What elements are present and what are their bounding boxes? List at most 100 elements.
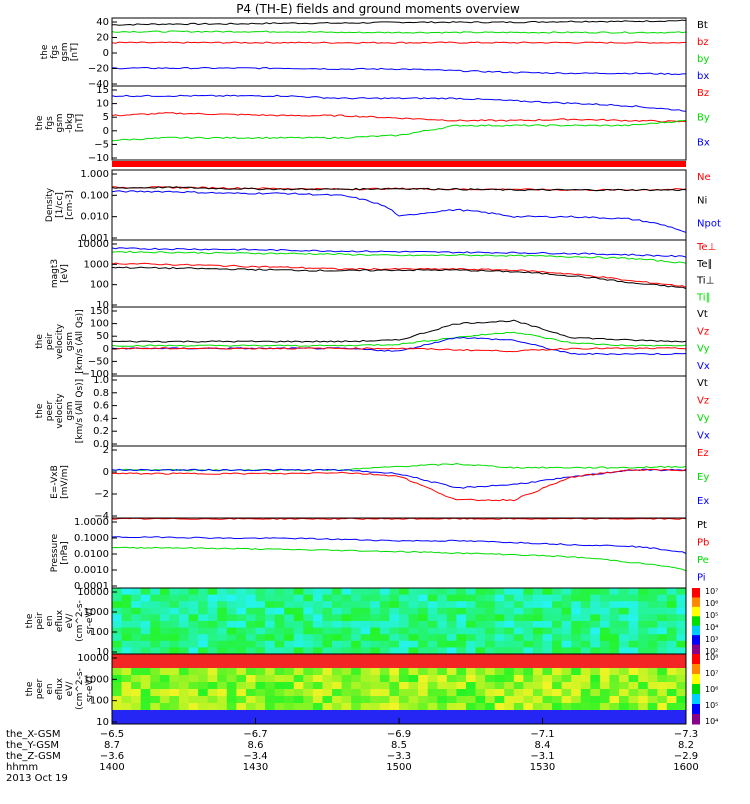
heatmap-cell xyxy=(198,594,209,602)
heatmap-cell xyxy=(408,607,419,615)
heatmap-cell xyxy=(255,647,266,655)
heatmap-cell xyxy=(542,621,553,629)
heatmap-cell xyxy=(599,654,610,662)
heatmap-cell xyxy=(590,588,601,596)
heatmap-cell xyxy=(150,689,161,697)
heatmap-cell xyxy=(647,627,658,635)
heatmap-cell xyxy=(159,588,170,596)
heatmap-cell xyxy=(198,703,209,711)
colorbar-segment xyxy=(692,625,700,636)
heatmap-cell xyxy=(351,621,362,629)
heatmap-cell xyxy=(619,703,630,711)
heatmap-cell xyxy=(571,647,582,655)
heatmap-cell xyxy=(647,607,658,615)
y-tick-label: −5 xyxy=(94,139,109,150)
heatmap-cell xyxy=(418,696,429,704)
series-line xyxy=(111,19,687,26)
heatmap-cell xyxy=(112,647,123,655)
x-tick-label: −7.3 xyxy=(674,729,698,740)
heatmap-cell xyxy=(265,696,276,704)
heatmap-cell xyxy=(293,627,304,635)
heatmap-cell xyxy=(274,594,285,602)
heatmap-cell xyxy=(198,601,209,609)
heatmap-cell xyxy=(609,675,620,683)
heatmap-cell xyxy=(552,689,563,697)
heatmap-cell xyxy=(504,654,515,662)
heatmap-cell xyxy=(619,601,630,609)
heatmap-cell xyxy=(666,654,677,662)
heatmap-cell xyxy=(140,696,151,704)
heatmap-cell xyxy=(198,621,209,629)
heatmap-cell xyxy=(150,640,161,648)
heatmap-cell xyxy=(140,689,151,697)
heatmap-cell xyxy=(599,614,610,622)
heatmap-cell xyxy=(542,654,553,662)
heatmap-cell xyxy=(418,661,429,669)
heatmap-cell xyxy=(619,710,630,718)
heatmap-cell xyxy=(379,703,390,711)
colorbar-segment xyxy=(692,684,700,695)
heatmap-cell xyxy=(303,647,314,655)
heatmap-cell xyxy=(609,710,620,718)
heatmap-cell xyxy=(676,601,687,609)
heatmap-cell xyxy=(456,661,467,669)
heatmap-cell xyxy=(178,703,190,711)
heatmap-cell xyxy=(207,703,218,711)
heatmap-cell xyxy=(437,710,448,718)
heatmap-cell xyxy=(217,621,228,629)
heatmap-cell xyxy=(427,689,438,697)
heatmap-cell xyxy=(609,703,620,711)
legend-entry: Pe xyxy=(697,555,709,566)
heatmap-cell xyxy=(236,640,247,648)
heatmap-cell xyxy=(399,627,410,635)
heatmap-cell xyxy=(446,594,457,602)
heatmap-cell xyxy=(274,696,285,704)
heatmap-cell xyxy=(523,601,534,609)
heatmap-cell xyxy=(188,710,199,718)
heatmap-cell xyxy=(312,588,323,596)
heatmap-cell xyxy=(389,594,400,602)
heatmap-cell xyxy=(552,594,563,602)
heatmap-cell xyxy=(293,682,304,690)
heatmap-cell xyxy=(619,594,630,602)
heatmap-cell xyxy=(465,689,477,697)
heatmap-cell xyxy=(532,647,543,655)
heatmap-cell xyxy=(112,627,123,635)
heatmap-cell xyxy=(571,640,582,648)
heatmap-cell xyxy=(504,621,515,629)
heatmap-cell xyxy=(370,668,381,676)
heatmap-cell xyxy=(399,710,410,718)
colorbar-segment xyxy=(692,616,700,627)
heatmap-cell xyxy=(676,710,687,718)
heatmap-cell xyxy=(188,588,199,596)
heatmap-cell xyxy=(360,710,371,718)
y-axis-label: gsm xyxy=(60,42,70,61)
heatmap-cell xyxy=(399,647,410,655)
heatmap-cell xyxy=(561,634,572,642)
heatmap-cell xyxy=(236,661,247,669)
heatmap-cell xyxy=(513,594,524,602)
heatmap-cell xyxy=(303,640,314,648)
heatmap-cell xyxy=(255,654,266,662)
heatmap-cell xyxy=(312,621,323,629)
heatmap-cell xyxy=(360,614,371,622)
heatmap-cell xyxy=(638,675,649,683)
heatmap-cell xyxy=(542,717,553,725)
y-tick-label: 100 xyxy=(90,627,109,638)
y-tick-label: 0.0010 xyxy=(74,565,109,576)
heatmap-cell xyxy=(399,668,410,676)
heatmap-cell xyxy=(198,689,209,697)
x-axis-row-label: the_Z-GSM xyxy=(6,751,61,762)
heatmap-cell xyxy=(245,594,256,602)
heatmap-cell xyxy=(207,588,218,596)
heatmap-cell xyxy=(121,661,132,669)
heatmap-cell xyxy=(580,627,591,635)
heatmap-cell xyxy=(389,627,400,635)
heatmap-cell xyxy=(121,703,132,711)
heatmap-cell xyxy=(628,682,639,690)
heatmap-cell xyxy=(140,647,151,655)
heatmap-cell xyxy=(638,614,649,622)
heatmap-cell xyxy=(475,621,486,629)
heatmap-cell xyxy=(370,607,381,615)
series-line xyxy=(111,331,687,347)
